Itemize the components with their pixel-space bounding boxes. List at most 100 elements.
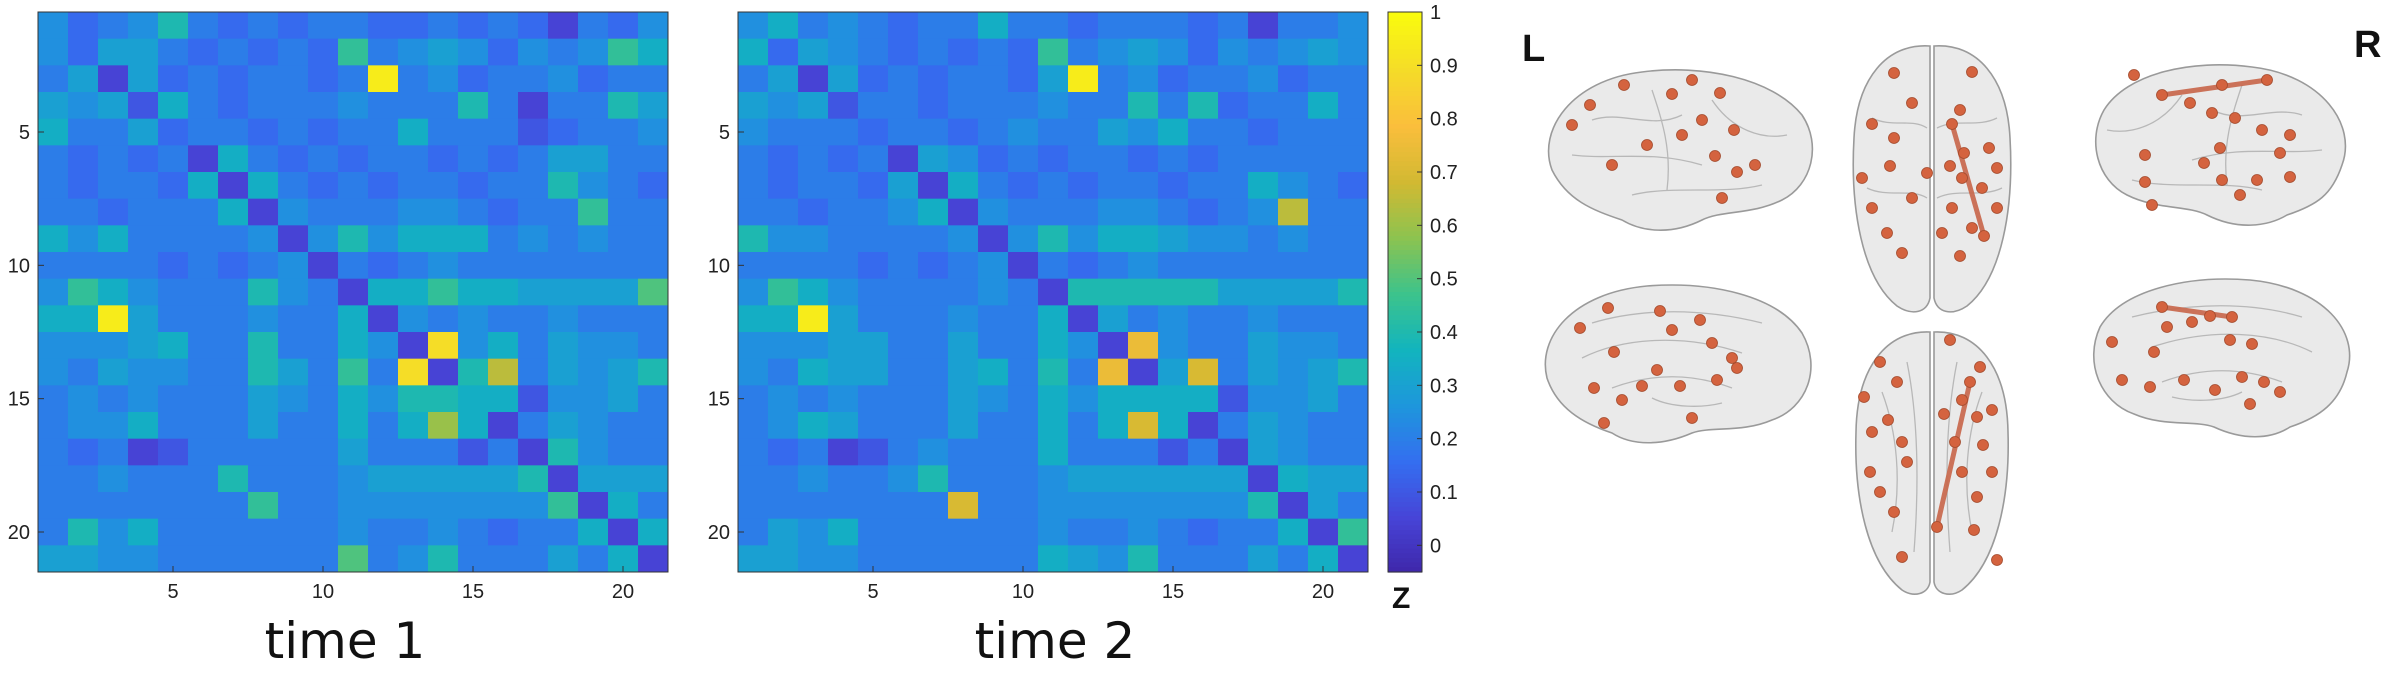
heatmap2-cell-r7-c6 [888,172,919,200]
colorbar-gradient-step [1388,268,1422,274]
heatmap2-cell-r11-c3 [798,278,829,306]
heatmap1-cell-r18-c13 [398,465,429,493]
heatmap2-cell-r10-c18 [1248,252,1279,280]
heatmap2-cell-r6-c20 [1308,145,1339,173]
dorsal-node-15 [1921,167,1933,179]
colorbar-gradient-step [1388,376,1422,382]
heatmap2-cell-r18-c11 [1038,465,1069,493]
heatmap1-cell-r7-c13 [398,172,429,200]
colorbar-tick-label-0.7: 0.7 [1430,162,1458,184]
heatmap1-cell-r6-c7 [218,145,249,173]
colorbar-gradient-step [1388,380,1422,386]
heatmap1-cell-r6-c3 [98,145,129,173]
heatmap1-cell-r16-c17 [518,412,549,440]
right-lateral-node-6 [2229,112,2241,124]
heatmap2-cell-r12-c17 [1218,305,1249,333]
heatmap1-cell-r11-c7 [218,278,249,306]
heatmap2-cell-r10-c9 [978,252,1009,280]
left-medial-node-15 [1588,382,1600,394]
colorbar-gradient-step [1388,12,1422,18]
heatmap1-cell-r14-c21 [638,358,669,386]
heatmap1-cell-r21-c11 [338,545,369,573]
heatmap2-cell-r14-c5 [858,358,889,386]
left-medial-node-5 [1608,346,1620,358]
colorbar: 1 0.9 0.8 0.7 0.6 0.5 0.4 0.3 0.2 0.1 0 Z [1387,2,1458,615]
heatmap1-cell-r11-c1 [38,278,69,306]
heatmap2-cell-r9-c1 [738,225,769,253]
dorsal-node-21 [1991,202,2003,214]
colorbar-gradient-step [1388,245,1422,251]
colorbar-gradient-step [1388,525,1422,531]
heatmap2-cell-r8-c3 [798,198,829,226]
right-lateral-node-14 [2234,189,2246,201]
colorbar-gradient-step [1388,488,1422,494]
brain-sulcus [2161,370,2283,383]
dorsal-node-4 [1966,66,1978,78]
colorbar-gradient-step [1388,21,1422,27]
right-medial-node-14 [2144,381,2156,393]
heatmap1-cell-r10-c17 [518,252,549,280]
heatmap2-cell-r2-c4 [828,38,859,66]
heatmap1-cell-r14-c3 [98,358,129,386]
heatmap1-cell-r13-c12 [368,332,399,360]
heatmap2-cell-r7-c11 [1038,172,1069,200]
heatmap2-cell-r16-c5 [858,412,889,440]
heatmap2-cell-r13-c15 [1158,332,1189,360]
brain-dorsal-right-hemisphere [1933,45,2012,313]
heatmap2-cell-r5-c13 [1098,118,1129,146]
heatmap1-cell-r19-c3 [98,492,129,520]
brain-sulcus [2171,391,2243,401]
heatmap1-cell-r8-c3 [98,198,129,226]
heatmap1-cell-r13-c19 [578,332,609,360]
colorbar-gradient-step [1388,72,1422,78]
heatmap1-cell-r8-c19 [578,198,609,226]
heatmap2-cell-r9-c6 [888,225,919,253]
colorbar-gradient-step [1388,418,1422,424]
heatmap1-cell-r17-c14 [428,438,459,466]
right-lateral-node-1 [2156,89,2168,101]
heatmap2-cell-r10-c10 [1008,252,1039,280]
heatmap2-cell-r12-c5 [858,305,889,333]
heatmap1-cell-r9-c8 [248,225,279,253]
heatmap1-cell-r12-c9 [278,305,309,333]
heatmap2-cell-r17-c9 [978,438,1009,466]
heatmap1-cell-r12-c15 [458,305,489,333]
heatmap2-cell-r16-c16 [1188,412,1219,440]
heatmap1-cell-r17-c6 [188,438,219,466]
heatmap2-cell-r18-c20 [1308,465,1339,493]
heatmap2-cell-r21-c13 [1098,545,1129,573]
heatmap1-cell-r20-c4 [128,518,159,546]
heatmap1-cell-r9-c7 [218,225,249,253]
heatmap2-cell-r7-c7 [918,172,949,200]
heatmap2-cell-r4-c20 [1308,92,1339,120]
heatmap1-cell-r3-c14 [428,65,459,93]
brain-dorsal-left-hemisphere [1852,45,1931,313]
heatmap2-cell-r6-c9 [978,145,1009,173]
heatmap2-cell-r6-c19 [1278,145,1309,173]
colorbar-gradient-step [1388,96,1422,102]
heatmap1-cell-r17-c13 [398,438,429,466]
heatmap2-cell-r13-c4 [828,332,859,360]
heatmap1-cell-r9-c6 [188,225,219,253]
heatmap-time2-label: time 2 [974,612,1136,670]
heatmap2-cell-r1-c9 [978,12,1009,40]
heatmap2-cell-r18-c6 [888,465,919,493]
heatmap2-cell-r15-c18 [1248,385,1279,413]
dorsal-node-19 [1906,192,1918,204]
ventral-node-12 [1986,404,1998,416]
heatmap2-cell-r15-c21 [1338,385,1369,413]
heatmap2-cell-r9-c19 [1278,225,1309,253]
heatmap2-cell-r3-c4 [828,65,859,93]
dorsal-node-5 [1906,97,1918,109]
heatmap2-cell-r3-c15 [1158,65,1189,93]
heatmap2-cell-r3-c17 [1218,65,1249,93]
heatmap2-cell-r11-c14 [1128,278,1159,306]
heatmap1-cell-r3-c15 [458,65,489,93]
left-lateral-node-7 [1641,139,1653,151]
heatmap1-cell-r5-c9 [278,118,309,146]
heatmap2-cell-r15-c20 [1308,385,1339,413]
colorbar-tick-label-0.8: 0.8 [1430,109,1458,131]
heatmap1-cell-r19-c1 [38,492,69,520]
left-medial-node-8 [1694,314,1706,326]
heatmap2-cell-r14-c4 [828,358,859,386]
